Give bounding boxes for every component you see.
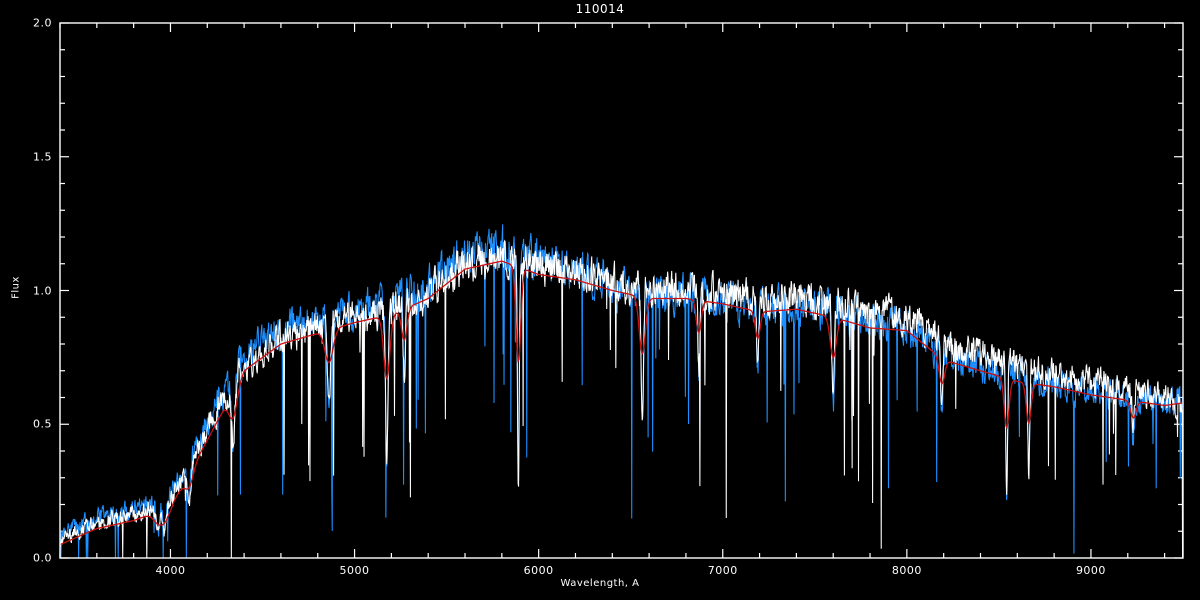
y-tick-label: 0.5 (33, 417, 52, 431)
y-tick-label: 1.0 (33, 284, 52, 297)
x-tick-label: 7000 (707, 564, 738, 577)
axis-frame (59, 22, 1184, 559)
y-tick-label: 0.0 (33, 551, 52, 565)
x-tick-label: 9000 (1075, 564, 1106, 577)
y-tick-label: 1.5 (33, 150, 52, 164)
x-tick-label: 8000 (891, 564, 922, 577)
y-tick-label: 2.0 (33, 16, 52, 30)
model-fit-trace (60, 260, 1183, 546)
page-title: 110014 (575, 2, 625, 16)
x-tick-label: 5000 (339, 564, 370, 577)
x-axis-label: Wavelength, A (560, 578, 640, 589)
x-tick-label: 6000 (523, 564, 554, 577)
x-tick-label: 4000 (155, 564, 186, 577)
observed-spectrum-trace (60, 239, 1183, 558)
